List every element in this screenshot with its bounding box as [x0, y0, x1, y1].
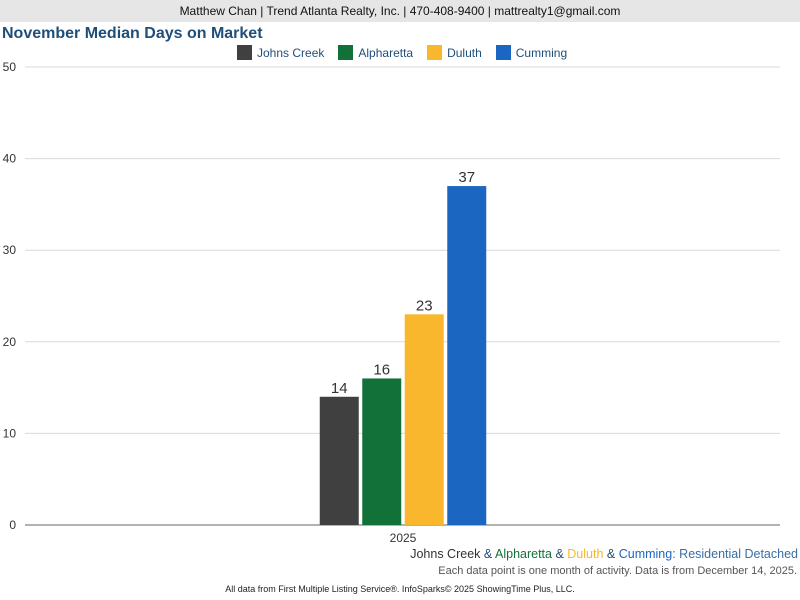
y-tick-label: 20	[3, 335, 17, 349]
legend-item-duluth[interactable]: Duluth	[427, 45, 482, 60]
legend-item-cumming[interactable]: Cumming	[495, 45, 568, 60]
y-tick-label: 0	[9, 518, 16, 532]
y-tick-label: 30	[3, 243, 17, 257]
bar-johns-creek	[319, 396, 359, 525]
contact-header: Matthew Chan | Trend Atlanta Realty, Inc…	[0, 0, 800, 22]
caption-suffix: : Residential Detached	[672, 547, 798, 561]
legend: Johns Creek Alpharetta Duluth Cumming	[237, 45, 581, 60]
y-tick-label: 50	[3, 60, 17, 74]
caption-duluth: Duluth	[567, 547, 604, 561]
legend-item-alpharetta[interactable]: Alpharetta	[338, 45, 413, 60]
legend-swatch	[495, 45, 511, 60]
x-tick-label: 2025	[390, 531, 417, 545]
data-label: 14	[331, 380, 348, 397]
contact-text: Matthew Chan | Trend Atlanta Realty, Inc…	[179, 4, 621, 18]
legend-swatch	[237, 45, 252, 60]
bar-chart: 0 10 20 30 40 50 14 16 23 37 2025	[3, 60, 780, 545]
bar-alpharetta	[362, 378, 402, 525]
y-tick-label: 10	[3, 426, 17, 440]
caption-separator: &	[551, 547, 568, 561]
legend-label: Cumming	[515, 45, 568, 60]
data-label: 16	[373, 361, 390, 378]
bar-cumming	[447, 186, 487, 525]
legend-item-johns-creek[interactable]: Johns Creek	[237, 45, 324, 60]
legend-label: Johns Creek	[257, 45, 325, 60]
data-note: Each data point is one month of activity…	[438, 565, 797, 577]
data-label: 37	[458, 169, 475, 186]
data-label: 23	[416, 297, 433, 314]
legend-swatch	[427, 45, 443, 60]
caption-separator: &	[603, 547, 619, 561]
caption-alpharetta: Alpharetta	[495, 547, 552, 561]
y-tick-label: 40	[3, 152, 17, 166]
caption-separator: &	[480, 547, 495, 561]
data-source: All data from First Multiple Listing Ser…	[225, 584, 575, 594]
chart-title: November Median Days on Market	[2, 25, 263, 42]
caption-cumming: Cumming	[618, 547, 673, 561]
bar-duluth	[404, 314, 444, 525]
legend-swatch	[338, 45, 354, 60]
caption-johns-creek: Johns Creek	[410, 547, 481, 561]
series-caption: Johns Creek & Alpharetta & Duluth & Cumm…	[410, 547, 798, 561]
legend-label: Alpharetta	[358, 45, 414, 60]
legend-label: Duluth	[447, 45, 482, 60]
